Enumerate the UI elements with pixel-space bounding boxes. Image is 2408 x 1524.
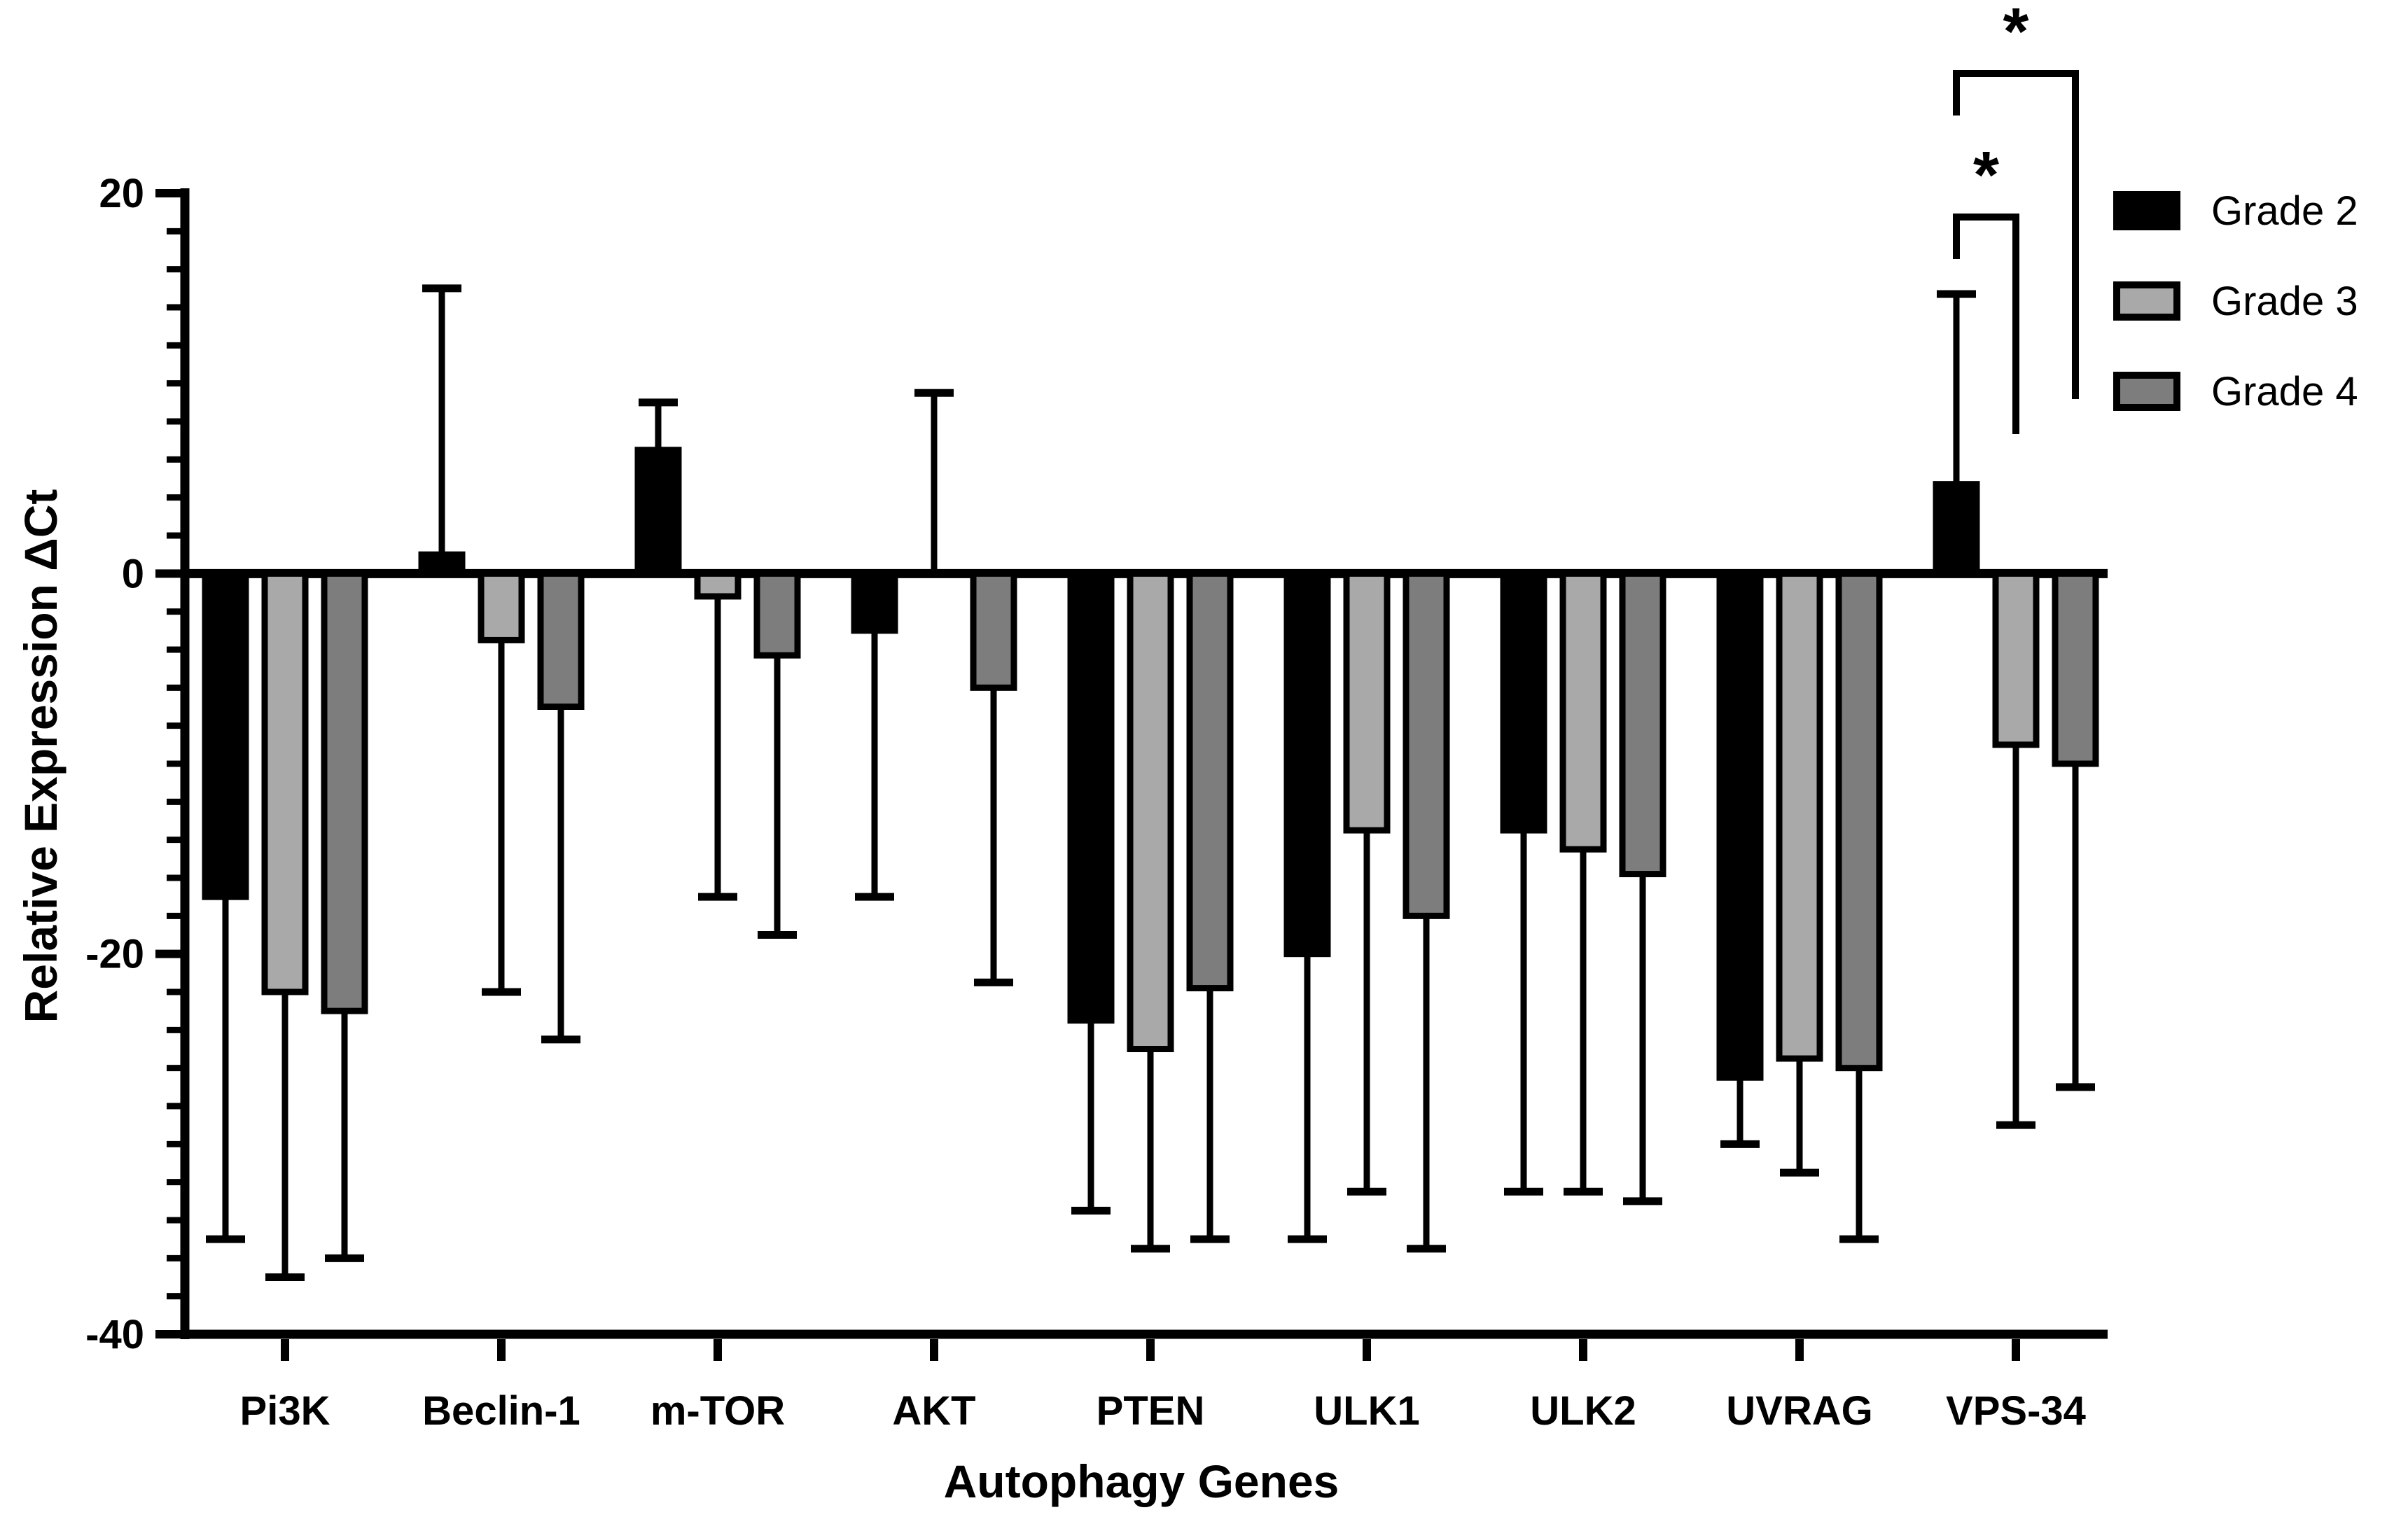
x-axis-title: Autophagy Genes bbox=[943, 1455, 1339, 1507]
significance-star-1: * bbox=[1973, 138, 1999, 212]
category-label-vps34: VPS-34 bbox=[1946, 1388, 2086, 1434]
bar-grade4-uvrag bbox=[1835, 570, 1883, 1072]
significance-star-2: * bbox=[2003, 0, 2029, 69]
bar-grade2-ulk1 bbox=[1283, 570, 1331, 958]
category-label-mtor: m-TOR bbox=[650, 1388, 785, 1434]
bar-grade2-akt bbox=[851, 570, 898, 634]
bar-grade3-ulk1 bbox=[1343, 570, 1391, 834]
legend-item-grade2: Grade 2 bbox=[2113, 188, 2358, 234]
legend-swatch-grade3-icon bbox=[2113, 281, 2180, 321]
bar-grade4-pi3k bbox=[321, 570, 368, 1014]
bar-grade4-ulk2 bbox=[1619, 570, 1666, 878]
category-label-uvrag: UVRAG bbox=[1726, 1388, 1872, 1434]
category-label-beclin1: Beclin-1 bbox=[422, 1388, 580, 1434]
bar-grade4-akt bbox=[970, 570, 1017, 691]
bar-grade2-beclin1 bbox=[418, 551, 466, 577]
y-tick-label--20: -20 bbox=[85, 932, 144, 977]
y-tick-label--40: -40 bbox=[85, 1312, 144, 1357]
category-label-akt: AKT bbox=[892, 1388, 975, 1434]
legend: Grade 2 Grade 3 Grade 4 bbox=[2113, 188, 2358, 414]
bar-grade3-vps34 bbox=[1992, 570, 2040, 748]
significance-bracket-2 bbox=[1953, 70, 2079, 399]
bar-grade3-pi3k bbox=[261, 570, 309, 995]
bar-grade4-ulk1 bbox=[1403, 570, 1450, 919]
bar-grade2-pi3k bbox=[202, 570, 249, 900]
y-axis-title: Relative Expression ΔCt bbox=[15, 489, 67, 1023]
category-label-pten: PTEN bbox=[1097, 1388, 1205, 1434]
legend-swatch-grade2-icon bbox=[2113, 191, 2180, 230]
bar-grade4-mtor bbox=[753, 570, 801, 659]
bar-grade4-pten bbox=[1186, 570, 1234, 992]
bar-grade4-beclin1 bbox=[537, 570, 585, 710]
category-label-ulk2: ULK2 bbox=[1530, 1388, 1636, 1434]
bar-grade2-mtor bbox=[634, 447, 682, 577]
bar-grade3-ulk2 bbox=[1559, 570, 1607, 853]
legend-label-grade2: Grade 2 bbox=[2211, 188, 2358, 234]
bar-grade3-pten bbox=[1127, 570, 1174, 1052]
bar-grade2-uvrag bbox=[1716, 570, 1764, 1081]
bar-grade2-ulk2 bbox=[1500, 570, 1547, 834]
legend-label-grade4: Grade 4 bbox=[2211, 368, 2358, 414]
legend-item-grade3: Grade 3 bbox=[2113, 279, 2358, 324]
legend-swatch-grade4-icon bbox=[2113, 372, 2180, 411]
y-tick-label-0: 0 bbox=[122, 551, 144, 596]
bar-grade4-vps34 bbox=[2052, 570, 2099, 767]
y-tick-label-20: 20 bbox=[99, 171, 144, 216]
category-label-pi3k: Pi3K bbox=[240, 1388, 330, 1434]
legend-label-grade3: Grade 3 bbox=[2211, 278, 2358, 324]
bar-grade3-mtor bbox=[694, 570, 742, 600]
category-label-ulk1: ULK1 bbox=[1314, 1388, 1419, 1434]
legend-item-grade4: Grade 4 bbox=[2113, 368, 2358, 414]
bar-grade3-uvrag bbox=[1776, 570, 1823, 1062]
bar-grade2-pten bbox=[1067, 570, 1115, 1024]
bar-grade2-vps34 bbox=[1933, 481, 1980, 577]
bar-grade3-beclin1 bbox=[478, 570, 525, 643]
significance-bracket-1 bbox=[1953, 214, 2019, 434]
